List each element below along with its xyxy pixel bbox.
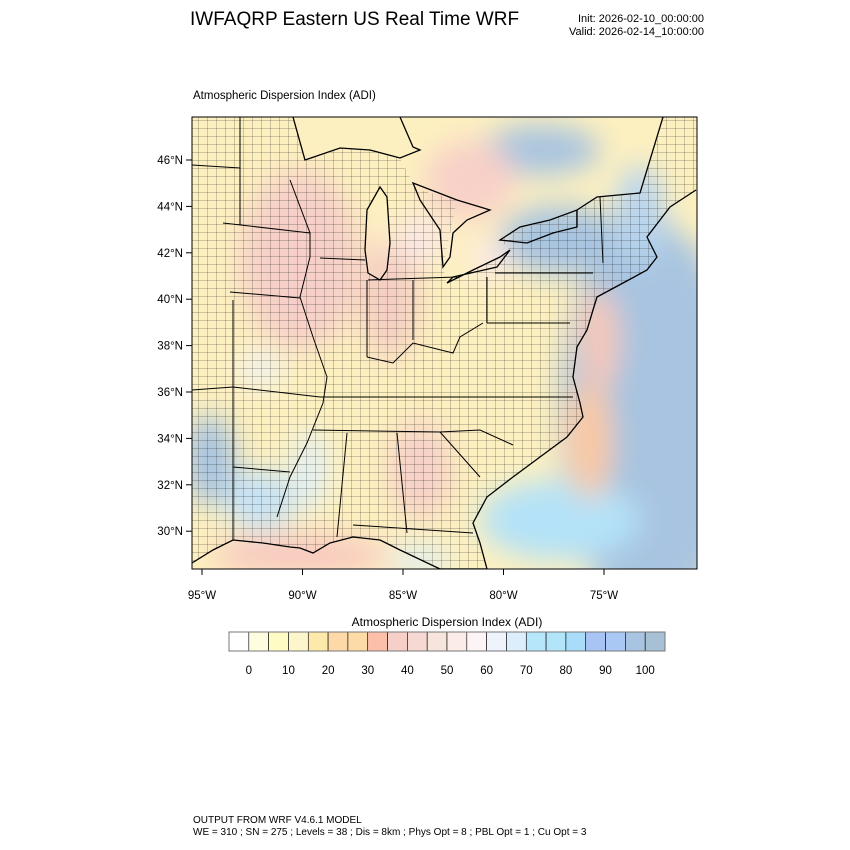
- colorbar-frame: [228, 631, 666, 652]
- model-info-line1: OUTPUT FROM WRF V4.6.1 MODEL: [193, 815, 362, 826]
- colorbar-label: 90: [599, 665, 612, 677]
- lat-tick-label: 40°N: [157, 294, 183, 306]
- colorbar-swatch: [307, 631, 329, 652]
- lon-tick-label: 85°W: [389, 590, 417, 602]
- colorbar-swatch: [228, 631, 250, 652]
- colorbar-swatch: [387, 631, 408, 652]
- colorbar-swatch: [288, 631, 309, 652]
- colorbar-label: 40: [401, 665, 414, 677]
- colorbar: 0 10 20 30 40 50 60 70 80 90 100: [228, 631, 666, 677]
- colorbar-swatch: [426, 631, 448, 652]
- colorbar-swatch: [446, 631, 468, 652]
- page-title: IWFAQRP Eastern US Real Time WRF: [190, 9, 520, 30]
- lat-tick-label: 30°N: [157, 526, 183, 538]
- colorbar-label: 100: [636, 665, 655, 677]
- valid-time: Valid: 2026-02-14_10:00:00: [569, 26, 704, 38]
- map-axes: 46°N 44°N 42°N 40°N 38°N 36°N 34°N 32°N 30°N 95°W…: [157, 155, 618, 602]
- colorbar-label: 30: [361, 665, 374, 677]
- lat-tick-label: 46°N: [157, 155, 183, 167]
- county-boundaries: [192, 117, 697, 569]
- lat-tick-label: 44°N: [157, 201, 183, 213]
- colorbar-label: 10: [282, 665, 295, 677]
- lat-tick-label: 38°N: [157, 341, 183, 353]
- colorbar-title: Atmospheric Dispersion Index (ADI): [351, 615, 543, 629]
- colorbar-swatch: [506, 631, 527, 652]
- map-subtitle: Atmospheric Dispersion Index (ADI): [193, 90, 376, 102]
- colorbar-swatch: [407, 631, 428, 652]
- lat-tick-label: 32°N: [157, 480, 183, 492]
- colorbar-swatch: [327, 631, 349, 652]
- colorbar-swatch: [367, 631, 388, 652]
- canada-border: [576, 117, 664, 211]
- lon-tick-label: 95°W: [188, 590, 216, 602]
- model-info: OUTPUT FROM WRF V4.6.1 MODEL WE = 310 ; …: [193, 815, 586, 839]
- state-boundaries: [192, 117, 604, 540]
- lake-erie: [446, 249, 511, 284]
- lon-tick-label: 80°W: [489, 590, 517, 602]
- lake-michigan: [364, 185, 391, 281]
- colorbar-swatch: [625, 631, 646, 652]
- lat-tick-label: 42°N: [157, 248, 183, 260]
- colorbar-swatch: [466, 631, 487, 652]
- lat-tick-label: 36°N: [157, 387, 183, 399]
- colorbar-label: 50: [441, 665, 454, 677]
- colorbar-swatch: [525, 631, 547, 652]
- colorbar-swatch: [545, 631, 567, 652]
- colorbar-label: 60: [480, 665, 493, 677]
- init-time: Init: 2026-02-10_00:00:00: [578, 13, 704, 25]
- colorbar-swatch: [268, 631, 289, 652]
- colorbar-label: 70: [520, 665, 533, 677]
- lon-tick-label: 90°W: [288, 590, 316, 602]
- lake-superior: [292, 117, 422, 161]
- colorbar-swatch: [585, 631, 606, 652]
- coastlines: [192, 117, 697, 569]
- model-info-line2: WE = 310 ; SN = 275 ; Levels = 38 ; Dis …: [193, 827, 587, 838]
- lake-ontario: [498, 209, 578, 244]
- lon-tick-label: 75°W: [590, 590, 618, 602]
- colorbar-label: 20: [322, 665, 335, 677]
- colorbar-label: 80: [560, 665, 573, 677]
- run-times: Init: 2026-02-10_00:00:00 Valid: 2026-02…: [569, 13, 704, 39]
- colorbar-swatch: [347, 631, 369, 652]
- colorbar-swatch: [605, 631, 626, 652]
- lake-huron: [411, 181, 492, 269]
- colorbar-swatch: [486, 631, 507, 652]
- colorbar-swatch: [565, 631, 587, 652]
- colorbar-swatch: [248, 631, 269, 652]
- colorbar-label: 0: [246, 665, 252, 677]
- lat-tick-label: 34°N: [157, 433, 183, 445]
- map-frame: [191, 116, 698, 570]
- colorbar-swatch: [644, 631, 666, 652]
